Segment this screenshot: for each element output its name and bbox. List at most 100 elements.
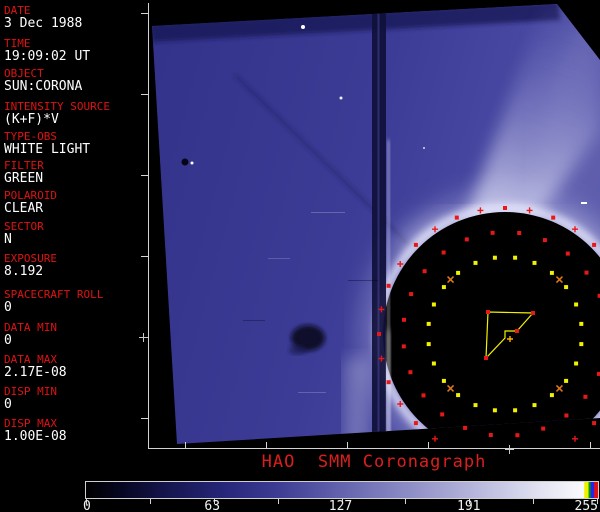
streak bbox=[243, 320, 265, 321]
colorbar-label: 127 bbox=[328, 499, 353, 512]
streak bbox=[348, 280, 378, 281]
field-label: SPACECRAFT ROLL bbox=[4, 288, 104, 301]
fiducial-dot-marker bbox=[441, 378, 446, 383]
fiducial-dot-marker bbox=[426, 342, 431, 347]
colorbar-label: 255 bbox=[574, 499, 598, 512]
colorbar-tick bbox=[149, 499, 151, 504]
fiducial-dot-marker bbox=[386, 380, 391, 385]
left-axis-tick bbox=[141, 418, 148, 419]
image-canvas-svg bbox=[152, 4, 600, 444]
fiducial-plus-marker bbox=[572, 435, 579, 442]
field-label: FILTER bbox=[4, 159, 44, 172]
fiducial-dot-marker bbox=[592, 421, 597, 426]
fiducial-plus-marker bbox=[431, 435, 438, 442]
polygon-vertex-dot bbox=[531, 311, 535, 315]
metadata-field: OBJECT SUN:CORONA bbox=[4, 68, 82, 94]
sun-center-plus-icon bbox=[143, 333, 144, 342]
fiducial-dot-marker bbox=[440, 412, 445, 417]
fiducial-dot-marker bbox=[401, 344, 406, 349]
fiducial-dot-marker bbox=[377, 332, 381, 336]
field-value: 1.00E-08 bbox=[4, 429, 67, 444]
streak bbox=[311, 212, 345, 213]
bottom-axis-tick bbox=[428, 442, 429, 448]
metadata-sidebar: DATE 3 Dec 1988 TIME 19:09:02 UT OBJECT SUN:C… bbox=[0, 0, 148, 452]
left-axis-tick bbox=[141, 175, 148, 176]
fiducial-dot-marker bbox=[488, 433, 493, 437]
left-axis-tick bbox=[141, 256, 148, 257]
white-speck bbox=[423, 147, 425, 149]
field-label: POLAROID bbox=[4, 189, 57, 202]
fiducial-plus-marker bbox=[378, 355, 385, 362]
colorbar bbox=[85, 481, 599, 499]
left-axis-tick bbox=[141, 13, 148, 14]
metadata-field: SECTOR N bbox=[4, 221, 44, 247]
field-value: GREEN bbox=[4, 171, 44, 186]
fiducial-dot-marker bbox=[517, 231, 522, 235]
fiducial-dot-marker bbox=[564, 413, 569, 418]
fiducial-dot-marker bbox=[565, 251, 570, 256]
polygon-vertex-dot bbox=[486, 310, 490, 314]
plot-area bbox=[148, 0, 600, 449]
colorbar-tick bbox=[341, 499, 343, 504]
metadata-field: TIME 19:09:02 UT bbox=[4, 38, 90, 64]
fiducial-plus-marker bbox=[526, 207, 533, 214]
fiducial-dot-marker bbox=[596, 371, 600, 376]
bottom-axis-tick bbox=[266, 442, 267, 448]
fiducial-x-marker bbox=[447, 276, 455, 284]
metadata-field: DISP MAX 1.00E-08 bbox=[4, 418, 67, 444]
fiducial-dot-marker bbox=[456, 393, 461, 398]
metadata-field: POLAROID CLEAR bbox=[4, 190, 57, 216]
fiducial-dot-marker bbox=[402, 317, 406, 322]
white-speck bbox=[339, 96, 343, 100]
dark-blob-tail bbox=[289, 345, 307, 355]
fiducial-dot-marker bbox=[583, 394, 588, 399]
field-label: SECTOR bbox=[4, 220, 44, 233]
dark-speck bbox=[181, 158, 189, 166]
fiducial-dot-marker bbox=[441, 285, 446, 290]
image-title: HAO SMM Coronagraph bbox=[261, 452, 487, 472]
metadata-field: DATE 3 Dec 1988 bbox=[4, 5, 82, 31]
colorbar-label: 0 bbox=[83, 499, 91, 512]
fiducial-plus-marker bbox=[477, 207, 484, 214]
field-label: DISP MAX bbox=[4, 417, 57, 430]
field-value: 19:09:02 UT bbox=[4, 49, 91, 64]
colorbar-label: 191 bbox=[456, 499, 481, 512]
fiducial-plus-marker bbox=[397, 401, 404, 408]
pylon-shadow bbox=[372, 4, 386, 444]
fiducial-dot-marker bbox=[579, 321, 584, 326]
fiducial-dot-marker bbox=[426, 321, 431, 326]
fiducial-dot-marker bbox=[409, 292, 414, 297]
colorbar-tick bbox=[277, 499, 279, 504]
coronagraph-image bbox=[152, 4, 600, 444]
colorbar-tick bbox=[405, 499, 407, 504]
fiducial-dot-marker bbox=[463, 425, 468, 430]
metadata-field: INTENSITY SOURCE (K+F)*V bbox=[4, 101, 110, 127]
fiducial-dot-marker bbox=[490, 230, 495, 235]
field-label: DATA MIN bbox=[4, 321, 57, 334]
fiducial-dot-marker bbox=[542, 238, 547, 243]
field-value: (K+F)*V bbox=[4, 112, 59, 127]
field-label: DATE bbox=[4, 4, 31, 17]
colorbar-tick bbox=[213, 499, 215, 504]
metadata-field: SPACECRAFT ROLL 0 bbox=[4, 289, 103, 315]
streak bbox=[268, 258, 290, 259]
image-top-edge-band bbox=[152, 4, 560, 42]
fiducial-dot-marker bbox=[408, 370, 413, 375]
bottom-axis-tick bbox=[590, 442, 591, 448]
fiducial-dot-marker bbox=[564, 378, 569, 383]
bottom-axis-tick bbox=[185, 442, 186, 448]
fiducial-dot-marker bbox=[551, 215, 556, 220]
fiducial-dot-marker bbox=[541, 426, 546, 431]
fiducial-dot-marker bbox=[422, 269, 427, 274]
fiducial-dot-marker bbox=[492, 408, 497, 413]
fiducial-dot-marker bbox=[515, 433, 520, 438]
left-axis-line bbox=[148, 3, 149, 449]
fiducial-dot-marker bbox=[549, 270, 554, 275]
fiducial-dot-marker bbox=[564, 285, 569, 290]
fiducial-plus-marker bbox=[378, 306, 385, 313]
fiducial-dot-marker bbox=[574, 302, 579, 307]
field-label: OBJECT bbox=[4, 67, 44, 80]
metadata-field: DISP MIN 0 bbox=[4, 386, 57, 412]
field-value: 0 bbox=[4, 300, 12, 315]
colorbar-tick bbox=[533, 499, 535, 504]
